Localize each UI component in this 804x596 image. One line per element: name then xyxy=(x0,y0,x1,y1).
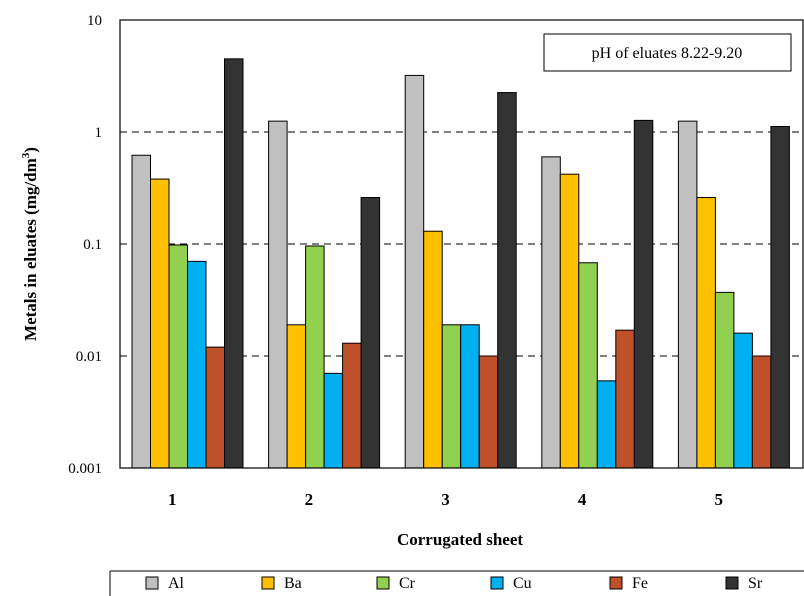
y-tick-label: 0.1 xyxy=(83,237,102,253)
bar-sr-sheet-2 xyxy=(360,197,381,469)
legend-label-fe: Fe xyxy=(632,575,648,592)
legend-label-ba: Ba xyxy=(284,575,302,592)
x-category-label: 5 xyxy=(714,490,723,509)
y-tick-label: 0.001 xyxy=(68,461,102,477)
plot-frame xyxy=(119,19,804,469)
bar-al-sheet-5 xyxy=(677,120,698,469)
bar-cr-sheet-2 xyxy=(305,245,325,469)
bar-fe-sheet-1 xyxy=(205,346,225,469)
bar-fe-sheet-2 xyxy=(342,342,362,469)
legend-swatch-cu xyxy=(490,576,504,590)
bar-cu-sheet-2 xyxy=(323,372,344,469)
legend-label-cu: Cu xyxy=(513,575,532,592)
y-tick-label: 0.01 xyxy=(76,349,102,365)
x-axis-title: Corrugated sheet xyxy=(397,530,523,549)
bar-cu-sheet-5 xyxy=(733,332,753,469)
bar-al-sheet-3 xyxy=(404,74,425,469)
x-category-label: 1 xyxy=(168,490,177,509)
legend-swatch-sr xyxy=(725,576,739,590)
legend-swatch-ba xyxy=(261,576,275,590)
legend-swatch-fe xyxy=(609,576,623,590)
bar-ba-sheet-2 xyxy=(286,324,307,469)
legend: Al Ba Cr Cu Fe Sr xyxy=(145,575,763,592)
bar-sr-sheet-5 xyxy=(770,125,790,469)
legend-label-cr: Cr xyxy=(399,575,416,592)
bar-al-sheet-2 xyxy=(268,120,288,469)
bar-sr-sheet-4 xyxy=(633,119,654,469)
y-axis-title: Metals in eluates (mg/dm3) xyxy=(20,147,40,341)
bar-sr-sheet-3 xyxy=(497,92,517,469)
bar-al-sheet-1 xyxy=(131,154,151,469)
y-tick-labels: 0.001 0.01 0.1 1 10 xyxy=(68,13,102,477)
bar-cu-sheet-4 xyxy=(596,380,617,469)
bar-area xyxy=(131,58,790,469)
bar-fe-sheet-4 xyxy=(615,329,635,469)
y-tick-label: 10 xyxy=(87,13,102,29)
bar-cr-sheet-3 xyxy=(441,324,462,469)
bar-cr-sheet-1 xyxy=(168,244,188,469)
bar-cr-sheet-4 xyxy=(578,262,598,469)
bar-ba-sheet-1 xyxy=(150,178,170,469)
legend-swatch-al xyxy=(145,576,159,590)
y-tick-label: 1 xyxy=(95,125,103,141)
x-category-label: 4 xyxy=(578,490,587,509)
bar-cr-sheet-5 xyxy=(714,291,735,469)
x-category-labels: 1 2 3 4 5 xyxy=(168,490,723,509)
bar-cu-sheet-1 xyxy=(187,260,207,469)
legend-label-sr: Sr xyxy=(748,575,763,592)
x-category-label: 3 xyxy=(441,490,450,509)
x-category-label: 2 xyxy=(305,490,314,509)
bar-fe-sheet-5 xyxy=(751,355,772,469)
bar-ba-sheet-3 xyxy=(423,230,443,469)
bar-sr-sheet-1 xyxy=(224,58,244,469)
bar-cu-sheet-3 xyxy=(460,324,480,469)
legend-label-al: Al xyxy=(168,575,185,592)
annotation-box xyxy=(543,33,792,72)
bar-al-sheet-4 xyxy=(541,156,561,469)
legend-swatch-cr xyxy=(376,576,390,590)
bar-fe-sheet-3 xyxy=(478,355,499,469)
ph-annotation: pH of eluates 8.22-9.20 xyxy=(592,45,743,62)
bar-ba-sheet-5 xyxy=(696,197,716,469)
bar-ba-sheet-4 xyxy=(559,173,580,469)
